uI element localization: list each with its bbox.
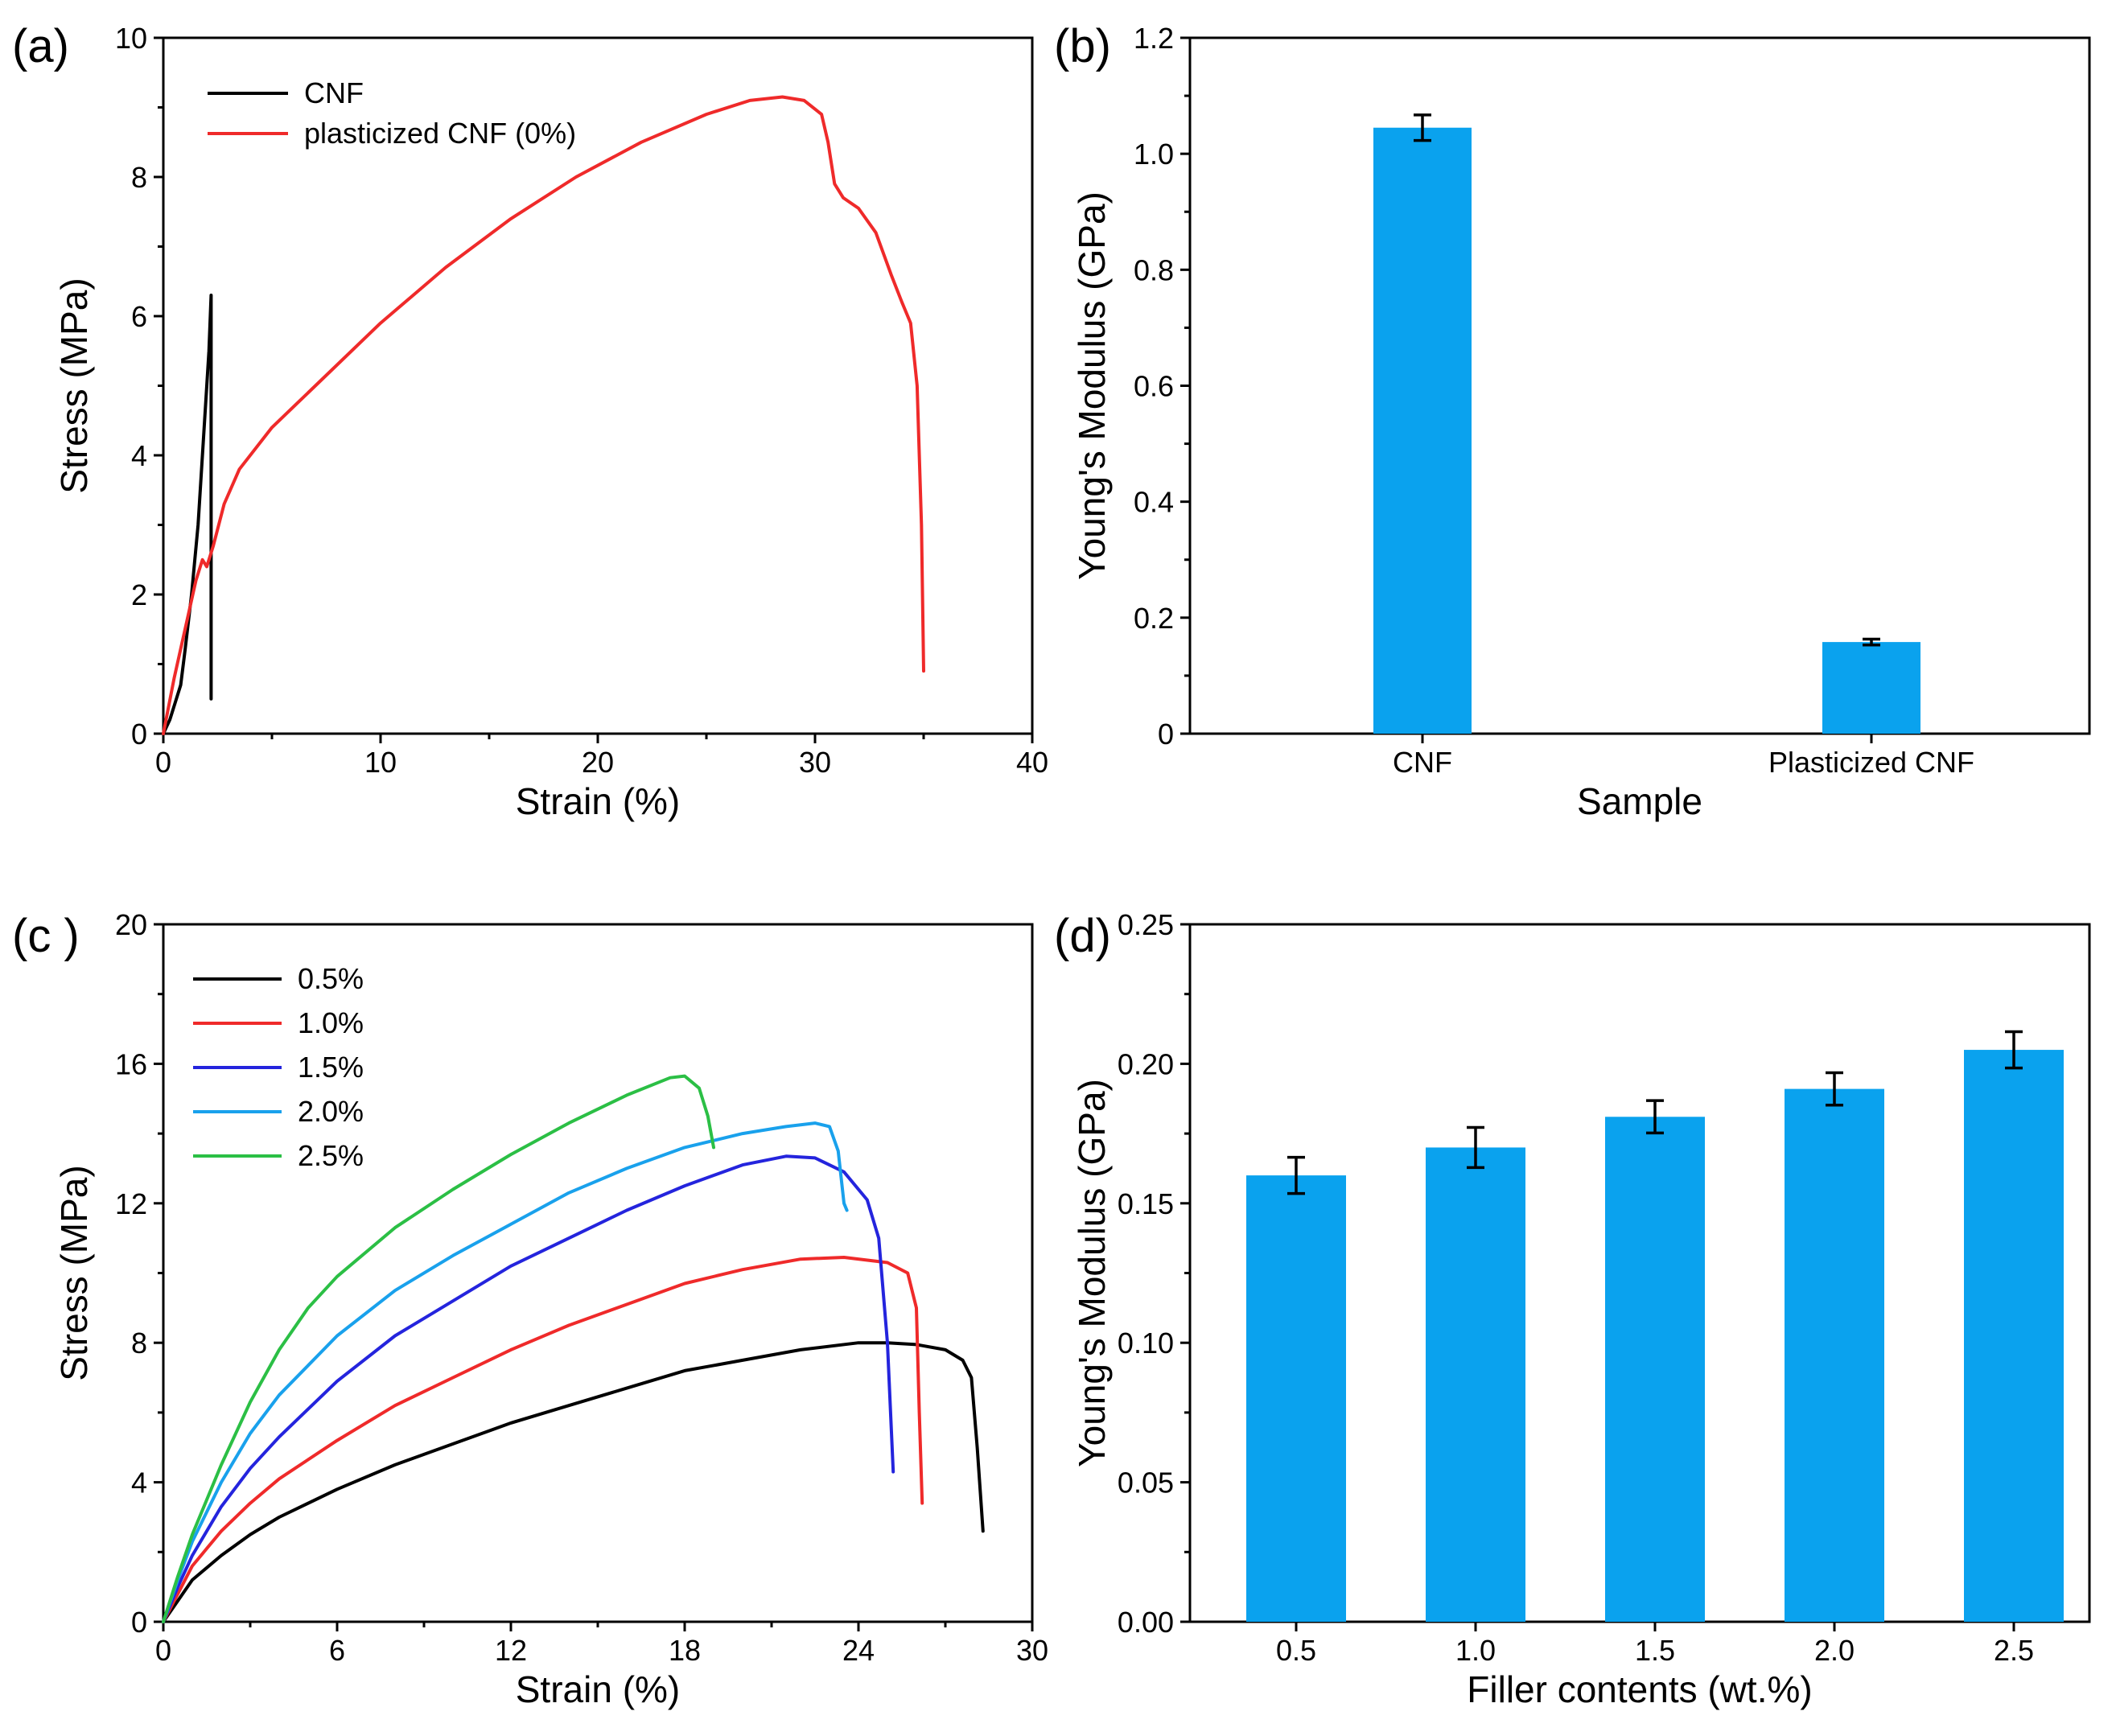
x-tick-label-c-4: 24 (842, 1634, 875, 1667)
x-tick-label-c-5: 30 (1016, 1634, 1048, 1667)
panel-b-modulus-bar-chart: 0 0.2 0.4 0.6 0.8 1.0 1.2 CNF Plasticized CNF Sam… (1054, 20, 2091, 822)
y-tick-label-b-0: 0 (1158, 718, 1174, 751)
legend-label-a-plasticized-cnf-0: plasticized CNF (0%) (304, 117, 576, 150)
legend-label-a-cnf: CNF (304, 76, 364, 109)
x-tick-label-a-3: 30 (799, 746, 831, 779)
y-tick-label-a-5: 10 (115, 22, 147, 55)
panel-d-modulus-bar-chart: 0.00 0.05 0.10 0.15 0.20 0.25 0.5 1.0 1.5 2.0 2.5 F… (1054, 908, 2091, 1710)
series-line-a-cnf (162, 294, 213, 735)
bar-d-2-0 (1785, 1088, 1884, 1622)
y-tick-label-d-3: 0.15 (1118, 1187, 1174, 1220)
panel-label-a: (a) (12, 20, 69, 72)
series-line-c-0-5 (162, 1341, 985, 1623)
plot-frame-a (162, 36, 1034, 735)
y-axis-title-c: Stress (MPa) (53, 1165, 95, 1380)
legend-label-c-1-5: 1.5% (298, 1051, 364, 1084)
x-tick-label-d-1-0: 1.0 (1455, 1634, 1496, 1667)
panel-label-b: (b) (1054, 20, 1111, 72)
legend-label-c-1-0: 1.0% (298, 1006, 364, 1039)
legend-label-c-2-0: 2.0% (298, 1095, 364, 1128)
y-tick-label-c-1: 4 (131, 1467, 147, 1499)
panel-label-d: (d) (1054, 910, 1111, 962)
x-tick-label-d-2-0: 2.0 (1814, 1634, 1855, 1667)
y-tick-label-a-2: 4 (131, 439, 147, 472)
x-tick-label-d-2-5: 2.5 (1994, 1634, 2034, 1667)
y-tick-label-b-4: 0.8 (1134, 253, 1174, 286)
plot-frame-b (1188, 36, 2091, 735)
x-tick-label-b-plasticized-cnf: Plasticized CNF (1768, 746, 1974, 779)
panel-c-stress-strain-chart: 0 4 8 12 16 20 0 6 12 18 24 30 0.5% 1.0% 1.5% 2.0% 2.5% S… (12, 908, 1048, 1710)
y-tick-label-a-3: 6 (131, 300, 147, 333)
y-tick-label-a-0: 0 (131, 718, 147, 751)
y-axis-title-d: Young's Modulus (GPa) (1071, 1079, 1113, 1467)
x-axis-title-d: Filler contents (wt.%) (1467, 1668, 1812, 1710)
bar-b-plasticized-cnf (1822, 642, 1920, 734)
series-line-a-plasticized-cnf-0 (162, 95, 925, 735)
panel-label-c: (c ) (12, 910, 80, 962)
series-line-c-2-0 (162, 1121, 849, 1623)
y-tick-label-d-5: 0.25 (1118, 908, 1174, 941)
x-tick-label-a-0: 0 (155, 746, 171, 779)
series-line-c-2-5 (162, 1074, 715, 1623)
legend-label-c-0-5: 0.5% (298, 962, 364, 995)
bar-d-2-5 (1964, 1050, 2064, 1622)
y-tick-label-a-4: 8 (131, 161, 147, 194)
bar-d-0-5 (1246, 1175, 1346, 1622)
x-tick-label-d-1-5: 1.5 (1635, 1634, 1675, 1667)
series-line-c-1-5 (162, 1154, 895, 1623)
x-axis-title-b: Sample (1577, 780, 1702, 822)
panel-a-stress-strain-chart: 0 2 4 6 8 10 0 10 20 30 40 CNF plasticized CNF (0%) S… (12, 20, 1048, 822)
y-tick-label-c-5: 20 (115, 908, 147, 941)
x-tick-label-d-0-5: 0.5 (1276, 1634, 1316, 1667)
y-tick-label-c-4: 16 (115, 1047, 147, 1080)
x-tick-label-c-0: 0 (155, 1634, 171, 1667)
series-line-c-1-0 (162, 1256, 924, 1623)
y-tick-label-b-6: 1.2 (1134, 22, 1174, 55)
x-tick-label-c-1: 6 (329, 1634, 345, 1667)
x-tick-label-c-2: 12 (495, 1634, 527, 1667)
x-tick-label-a-1: 10 (364, 746, 397, 779)
y-tick-label-c-0: 0 (131, 1606, 147, 1639)
bar-b-cnf (1373, 127, 1472, 734)
x-tick-label-a-4: 40 (1016, 746, 1048, 779)
y-tick-label-d-0: 0.00 (1118, 1606, 1174, 1639)
y-tick-label-b-5: 1.0 (1134, 138, 1174, 171)
legend-label-c-2-5: 2.5% (298, 1139, 364, 1172)
y-tick-label-c-2: 8 (131, 1327, 147, 1360)
bar-d-1-5 (1605, 1117, 1705, 1622)
y-tick-label-b-3: 0.6 (1134, 370, 1174, 403)
y-tick-label-d-4: 0.20 (1118, 1047, 1174, 1080)
y-axis-title-b: Young's Modulus (GPa) (1071, 191, 1113, 580)
x-tick-label-a-2: 20 (582, 746, 614, 779)
x-axis-title-a: Strain (%) (516, 780, 680, 822)
x-axis-title-c: Strain (%) (516, 1668, 680, 1710)
y-tick-label-d-1: 0.05 (1118, 1467, 1174, 1499)
plot-frame-c (162, 923, 1034, 1623)
y-tick-label-a-1: 2 (131, 578, 147, 611)
y-tick-label-b-1: 0.2 (1134, 602, 1174, 635)
x-tick-label-c-3: 18 (669, 1634, 701, 1667)
y-axis-title-a: Stress (MPa) (53, 278, 95, 493)
y-tick-label-c-3: 12 (115, 1187, 147, 1220)
y-tick-label-d-2: 0.10 (1118, 1327, 1174, 1360)
bar-d-1-0 (1426, 1147, 1525, 1622)
x-tick-label-b-cnf: CNF (1393, 746, 1452, 779)
y-tick-label-b-2: 0.4 (1134, 486, 1174, 519)
